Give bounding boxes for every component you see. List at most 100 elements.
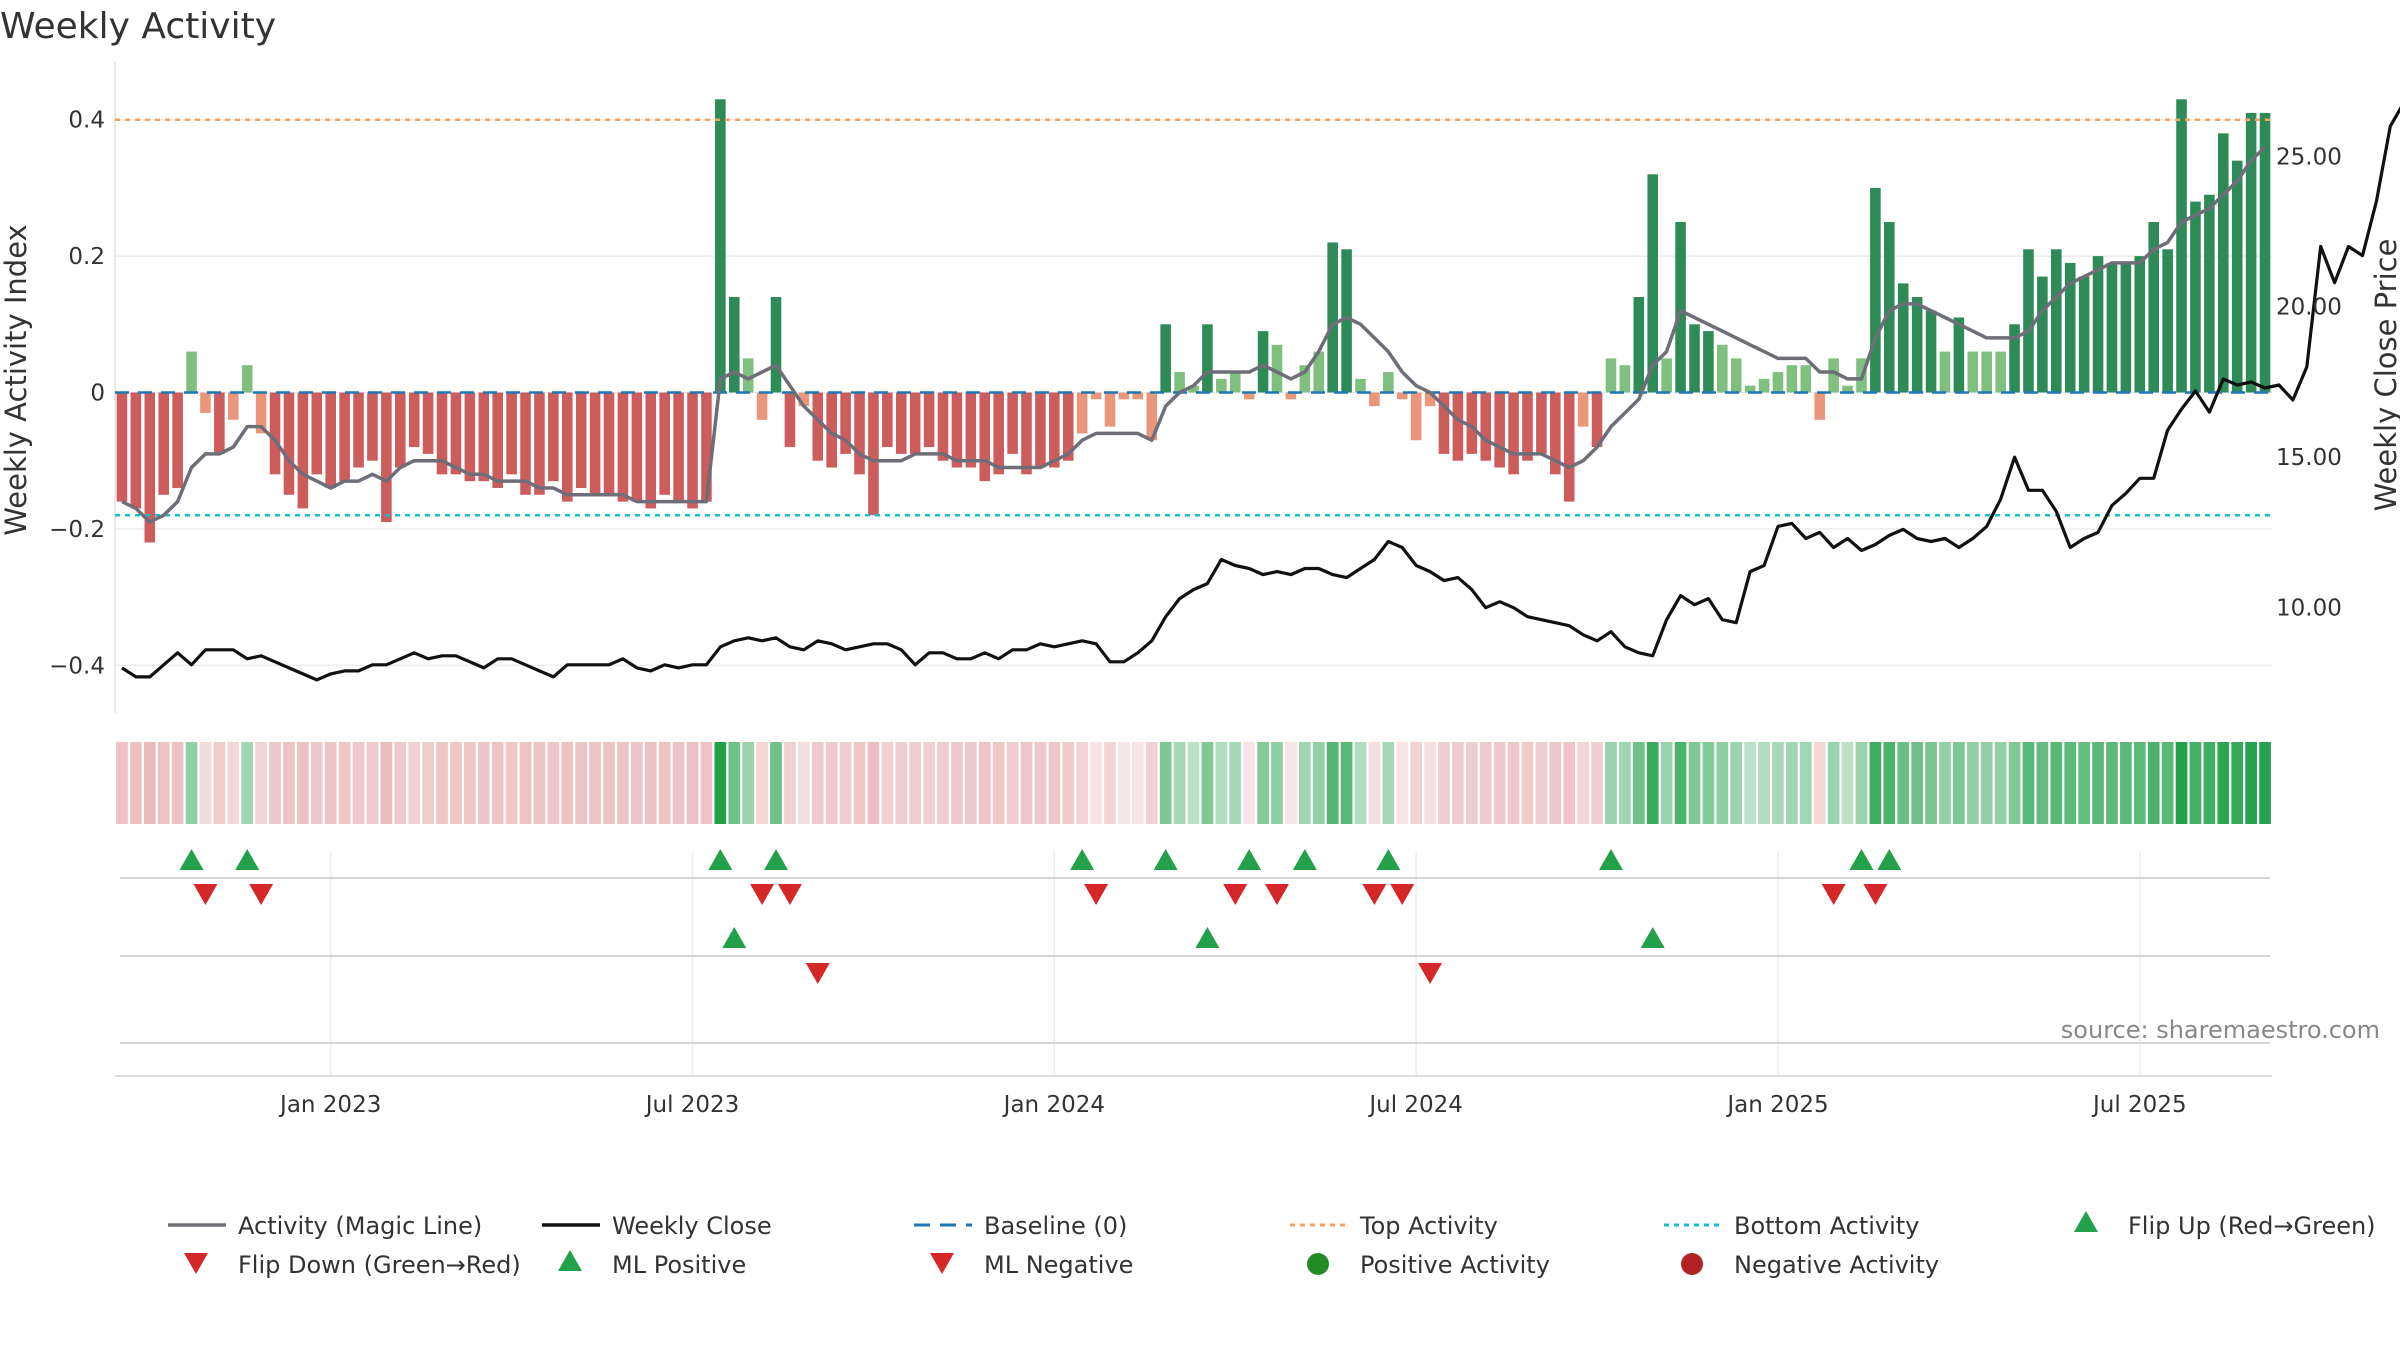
heat-cell xyxy=(839,742,852,824)
y-tick-label: −0.4 xyxy=(49,653,105,679)
activity-bars xyxy=(116,99,2271,543)
activity-bar xyxy=(812,392,824,461)
activity-bar xyxy=(1410,392,1422,441)
legend-item-mlneg: ML Negative xyxy=(930,1251,1133,1279)
heat-cell xyxy=(213,742,226,824)
flip-up-marker xyxy=(1153,849,1178,870)
legend-item-flipdown: Flip Down (Green→Red) xyxy=(184,1251,521,1279)
heat-cell xyxy=(825,742,838,824)
flip-up-marker xyxy=(764,849,789,870)
flip-down-marker xyxy=(1084,884,1109,905)
heat-cell xyxy=(964,742,977,824)
activity-bar xyxy=(1494,392,1505,468)
heat-cell xyxy=(742,742,755,824)
heat-cell xyxy=(269,742,281,824)
activity-bar xyxy=(2064,262,2076,393)
flip-down-marker xyxy=(1362,884,1387,905)
activity-bar xyxy=(367,392,378,461)
heat-cell xyxy=(978,742,991,824)
activity-bar xyxy=(854,392,865,475)
legend-swatch-flipdown xyxy=(184,1253,208,1274)
activity-bar xyxy=(1828,358,1839,393)
activity-bar xyxy=(1786,365,1798,393)
activity-bar xyxy=(1369,392,1380,407)
activity-bar xyxy=(1675,222,1686,393)
heat-cell xyxy=(2008,742,2021,824)
y2-tick-label: 20.00 xyxy=(2276,295,2342,321)
heat-cell xyxy=(1799,742,1812,824)
activity-bar xyxy=(2078,276,2090,393)
heat-cell xyxy=(1758,742,1770,824)
heat-cell xyxy=(658,742,671,824)
activity-bar xyxy=(1897,283,1909,393)
activity-bar xyxy=(1438,392,1450,454)
activity-bar xyxy=(478,392,490,482)
activity-bar xyxy=(673,392,684,502)
heat-cell xyxy=(366,742,379,824)
legend-item-negact: Negative Activity xyxy=(1681,1251,1939,1279)
ml-negative-marker xyxy=(1418,963,1443,984)
legend-item-magic: Activity (Magic Line) xyxy=(168,1212,482,1240)
activity-bar xyxy=(742,358,754,393)
heat-cell xyxy=(519,742,532,824)
flip-up-marker xyxy=(1849,849,1874,870)
heat-cell xyxy=(2120,742,2132,824)
ml-negative-marker xyxy=(805,963,830,984)
heat-cell xyxy=(561,742,574,824)
heat-cell xyxy=(143,742,156,824)
activity-bar xyxy=(715,99,726,393)
x-tick-label: Jan 2024 xyxy=(1002,1092,1105,1118)
activity-bar xyxy=(130,392,142,509)
ml-positive-marker xyxy=(722,927,747,948)
legend-item-top: Top Activity xyxy=(1290,1212,1498,1240)
flip-down-marker xyxy=(750,884,775,905)
activity-bar xyxy=(1243,392,1255,400)
activity-bar xyxy=(450,392,462,475)
heat-cell xyxy=(1131,742,1144,824)
legend-label: Positive Activity xyxy=(1360,1251,1550,1279)
heat-cell xyxy=(2106,742,2118,824)
heat-cell xyxy=(2078,742,2090,824)
source-label: source: sharemaestro.com xyxy=(2061,1016,2380,1044)
activity-bar xyxy=(1522,392,1533,461)
heat-cell xyxy=(2133,742,2146,824)
activity-bar xyxy=(1049,392,1060,468)
activity-bar xyxy=(1299,365,1311,393)
legend-swatch-negact xyxy=(1681,1253,1703,1275)
activity-bar xyxy=(770,297,782,393)
heat-cell xyxy=(589,742,601,824)
heat-cell xyxy=(700,742,713,824)
activity-bar xyxy=(909,392,921,454)
heat-cell xyxy=(547,742,560,824)
heat-cell xyxy=(1841,742,1854,824)
heat-cell xyxy=(714,742,727,824)
line-series xyxy=(115,106,2400,682)
x-tick-label: Jan 2025 xyxy=(1725,1092,1828,1118)
heat-cell xyxy=(867,742,880,824)
flip-down-marker xyxy=(1390,884,1415,905)
flip-up-marker xyxy=(1598,849,1623,870)
activity-bar xyxy=(144,392,156,543)
activity-bar xyxy=(2037,276,2048,393)
activity-bar xyxy=(561,392,573,502)
activity-bar xyxy=(2092,256,2104,393)
heat-cell xyxy=(130,742,142,824)
heat-cell xyxy=(1396,742,1409,824)
heat-cell xyxy=(1257,742,1269,824)
activity-bar xyxy=(492,392,503,488)
activity-bar xyxy=(1383,372,1394,393)
activity-bar xyxy=(2120,262,2132,393)
ml-positive-marker xyxy=(1640,927,1665,948)
heat-cell xyxy=(505,742,518,824)
heat-cell xyxy=(1243,742,1256,824)
heat-cell xyxy=(1883,742,1896,824)
heat-cell xyxy=(784,742,796,824)
legend: Activity (Magic Line) Weekly Close Baselin… xyxy=(168,1211,2376,1279)
legend-label: Flip Up (Red→Green) xyxy=(2128,1212,2376,1240)
activity-bar xyxy=(687,392,698,509)
activity-bar xyxy=(1647,174,1659,393)
flip-up-marker xyxy=(1070,849,1095,870)
heat-cell xyxy=(1897,742,1910,824)
heat-cell xyxy=(1382,742,1395,824)
